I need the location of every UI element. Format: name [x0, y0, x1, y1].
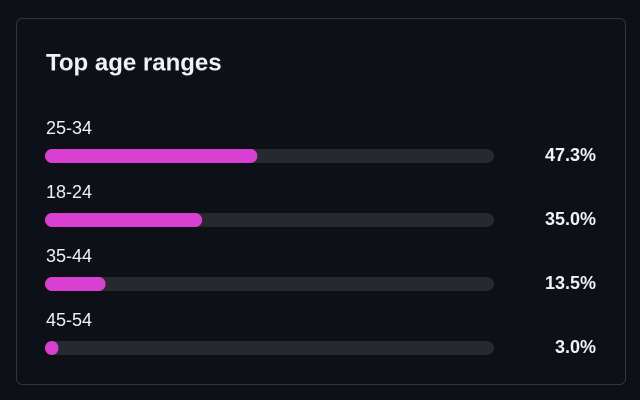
value-label: 47.3%: [545, 145, 596, 165]
category-label: 18-24: [46, 182, 92, 202]
bar-track: [45, 277, 494, 291]
chart-title: Top age ranges: [46, 49, 222, 76]
bar: [45, 213, 203, 227]
bar: [45, 277, 106, 291]
card: [16, 18, 626, 385]
category-label: 25-34: [46, 118, 92, 138]
value-label: 35.0%: [545, 209, 596, 229]
category-label: 45-54: [46, 310, 92, 330]
bar: [45, 341, 59, 355]
bar: [45, 149, 258, 163]
value-label: 13.5%: [545, 273, 596, 293]
category-label: 35-44: [46, 246, 92, 266]
value-label: 3.0%: [555, 337, 596, 357]
bar-track: [45, 341, 494, 355]
